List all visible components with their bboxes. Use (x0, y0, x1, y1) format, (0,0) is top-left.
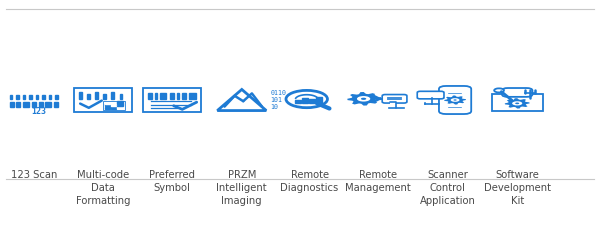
Text: 10: 10 (271, 104, 278, 110)
Bar (118, 107, 123, 109)
Circle shape (454, 99, 457, 101)
Bar (118, 102, 123, 104)
Text: 0110: 0110 (271, 90, 287, 96)
Text: PRZM
Intelligent
Imaging: PRZM Intelligent Imaging (217, 170, 267, 205)
Text: Remote
Management: Remote Management (345, 170, 411, 193)
Bar (23, 95, 25, 100)
Circle shape (494, 88, 504, 92)
Text: Preferred
Symbol: Preferred Symbol (149, 170, 195, 193)
Bar (389, 102, 396, 108)
Bar (10, 102, 14, 106)
Bar (79, 92, 82, 99)
Bar (182, 94, 186, 100)
Polygon shape (505, 98, 530, 108)
Bar (103, 94, 106, 99)
Text: Remote
Diagnostics: Remote Diagnostics (280, 170, 339, 193)
Bar (23, 102, 29, 106)
Bar (55, 95, 58, 100)
FancyBboxPatch shape (502, 88, 532, 97)
FancyBboxPatch shape (143, 88, 201, 112)
Bar (112, 92, 114, 99)
Bar (302, 98, 308, 103)
Polygon shape (347, 92, 380, 106)
Text: Scanner
Control
Application: Scanner Control Application (419, 170, 476, 205)
Polygon shape (217, 90, 266, 110)
Bar (16, 102, 20, 106)
Circle shape (357, 96, 370, 102)
FancyBboxPatch shape (439, 86, 471, 114)
Circle shape (515, 102, 519, 104)
Bar (190, 94, 196, 100)
Bar (29, 95, 32, 100)
Text: 123: 123 (31, 108, 46, 116)
Bar (111, 104, 116, 106)
Text: 123 Scan: 123 Scan (11, 170, 58, 180)
Bar (170, 94, 174, 100)
Bar (155, 94, 157, 100)
Text: Multi-code
Data
Formatting: Multi-code Data Formatting (76, 170, 130, 205)
FancyBboxPatch shape (492, 94, 542, 110)
Text: Software
Development
Kit: Software Development Kit (484, 170, 551, 205)
Circle shape (361, 98, 366, 100)
Bar (316, 98, 322, 103)
Bar (111, 107, 116, 109)
Bar (36, 95, 38, 100)
FancyBboxPatch shape (382, 94, 407, 103)
Bar (111, 102, 116, 104)
Circle shape (286, 90, 328, 108)
Bar (104, 102, 110, 104)
Bar (54, 102, 58, 106)
FancyBboxPatch shape (74, 88, 132, 112)
Bar (309, 100, 315, 103)
Bar (160, 94, 166, 100)
Bar (49, 95, 51, 100)
Text: 101: 101 (271, 97, 283, 103)
Circle shape (451, 98, 460, 102)
Bar (87, 94, 90, 99)
FancyBboxPatch shape (417, 91, 444, 99)
Bar (148, 94, 152, 100)
Bar (38, 102, 43, 106)
Circle shape (512, 101, 522, 105)
Bar (119, 94, 122, 99)
Bar (104, 104, 110, 106)
Bar (104, 107, 110, 109)
Polygon shape (444, 96, 466, 104)
Bar (295, 100, 301, 103)
Bar (32, 102, 36, 106)
Bar (43, 95, 44, 100)
Bar (10, 95, 12, 100)
Bar (177, 94, 179, 100)
Bar (46, 102, 51, 106)
Bar (118, 104, 123, 106)
Bar (95, 92, 98, 99)
Bar (16, 95, 19, 100)
